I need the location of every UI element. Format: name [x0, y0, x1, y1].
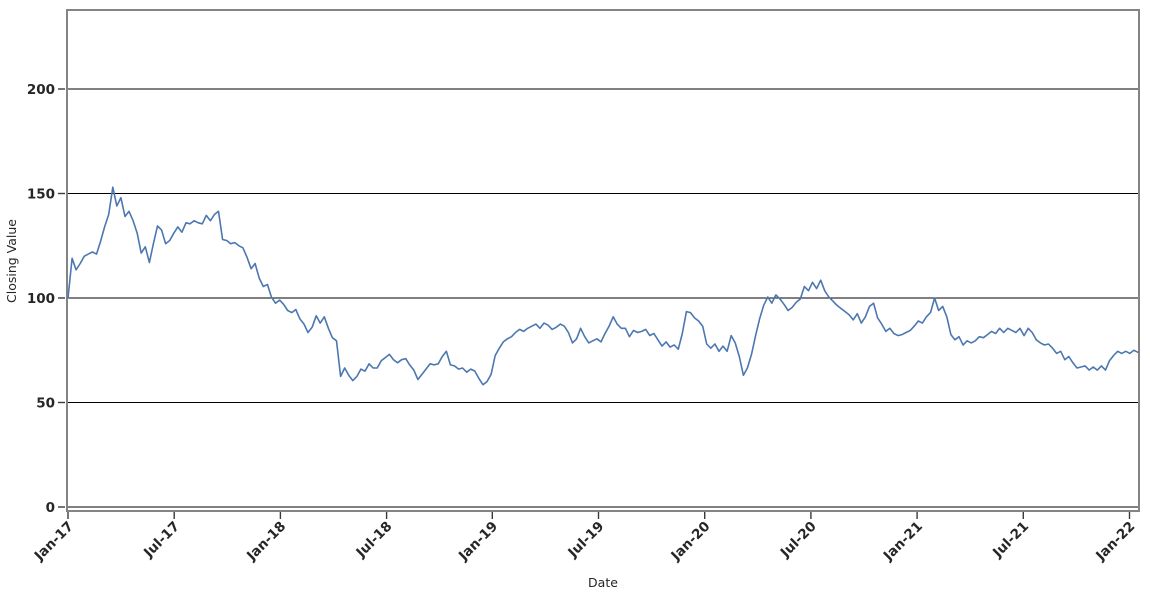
y-axis-title: Closing Value [4, 219, 19, 303]
data-line-closing-value [67, 186, 1139, 386]
y-tick-label: 200 [27, 82, 55, 98]
y-tick-label: 0 [46, 500, 55, 516]
y-tick-label: 50 [36, 395, 55, 411]
y-tick-label: 100 [27, 291, 55, 307]
y-tick-label: 150 [27, 186, 55, 202]
plot-border [66, 9, 1140, 512]
x-axis-title: Date [588, 575, 618, 590]
